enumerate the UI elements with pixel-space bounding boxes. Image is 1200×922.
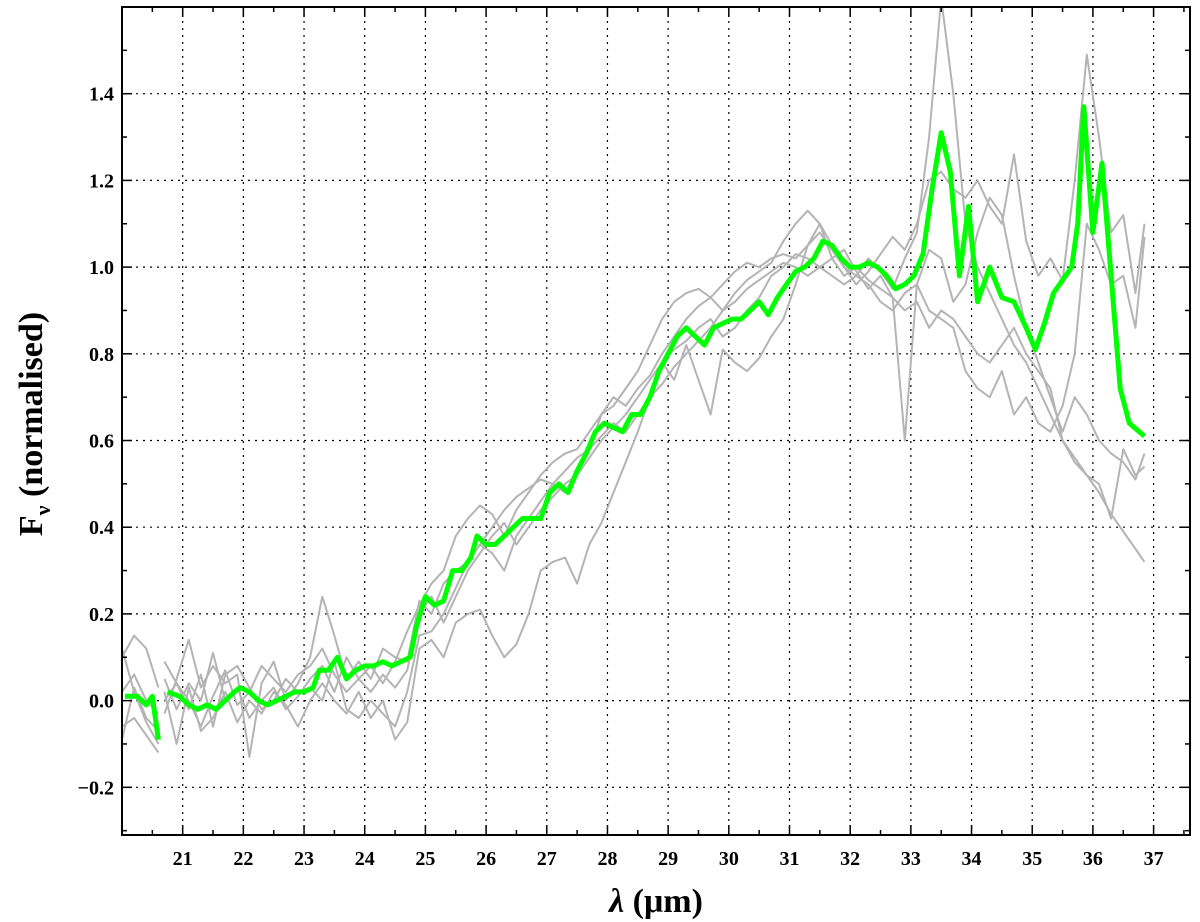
y-tick-label: 1.4 (89, 84, 114, 106)
mean-spectrum-line (166, 104, 1147, 712)
x-tick-label: 35 (1022, 848, 1042, 870)
x-tick-label: 34 (962, 848, 982, 870)
x-axis-title-symbol: λ (607, 883, 624, 920)
x-tick-label: 21 (173, 848, 193, 870)
individual-spectrum-line (163, 257, 1146, 728)
individual-spectrum-line (163, 7, 1146, 728)
grid (122, 7, 1190, 835)
x-tick-label: 27 (537, 848, 557, 870)
x-tick-label: 33 (901, 848, 921, 870)
individual-spectrum-line (122, 648, 160, 745)
y-axis-title-subscript: ν (30, 505, 55, 516)
y-tick-label: 0.2 (89, 604, 114, 626)
svg-text:Fν (normalised): Fν (normalised) (13, 312, 55, 536)
y-tick-label: 0.8 (89, 344, 114, 366)
x-axis-title-unit: (μm) (624, 883, 703, 920)
x-tick-label: 29 (658, 848, 678, 870)
individual-spectrum-line (163, 196, 1146, 745)
y-tick-label: 1.2 (89, 170, 114, 192)
individual-spectrum-line (163, 53, 1146, 758)
x-tick-label: 32 (840, 848, 860, 870)
x-tick-label: 24 (355, 848, 375, 870)
individual-spectrum-line (163, 222, 1146, 719)
mean-spectrum-line (125, 693, 161, 740)
x-tick-label: 30 (719, 848, 739, 870)
individual-spectrum-line (122, 634, 160, 688)
x-tick-label: 28 (597, 848, 617, 870)
y-axis-title-main: F (13, 515, 50, 536)
x-tick-label: 23 (294, 848, 314, 870)
y-axis-title: Fν (normalised) (13, 312, 55, 536)
x-tick-label: 22 (233, 848, 253, 870)
axis-ticks: 21 22 23 24 25 26 27 28 29 30 31 32 33 34 35 36 37 −0.2 0.… (78, 6, 1190, 870)
y-axis-title-rest: (normalised) (13, 312, 50, 506)
x-tick-label: 31 (780, 848, 800, 870)
series-lines (122, 7, 1147, 758)
x-tick-label: 26 (476, 848, 496, 870)
x-tick-label: 36 (1083, 848, 1103, 870)
plot-frame (121, 6, 1191, 836)
individual-spectrum-line (122, 717, 160, 754)
y-tick-label: 0.0 (89, 691, 114, 713)
x-axis-title: λ (μm) (607, 883, 703, 920)
x-tick-label: 37 (1144, 848, 1164, 870)
x-tick-label: 25 (415, 848, 435, 870)
y-tick-label: 1.0 (89, 257, 114, 279)
individual-spectrum-line (122, 686, 160, 740)
y-tick-label: 0.6 (89, 431, 114, 453)
y-tick-label: 0.4 (89, 517, 114, 539)
y-tick-label: −0.2 (78, 777, 114, 799)
